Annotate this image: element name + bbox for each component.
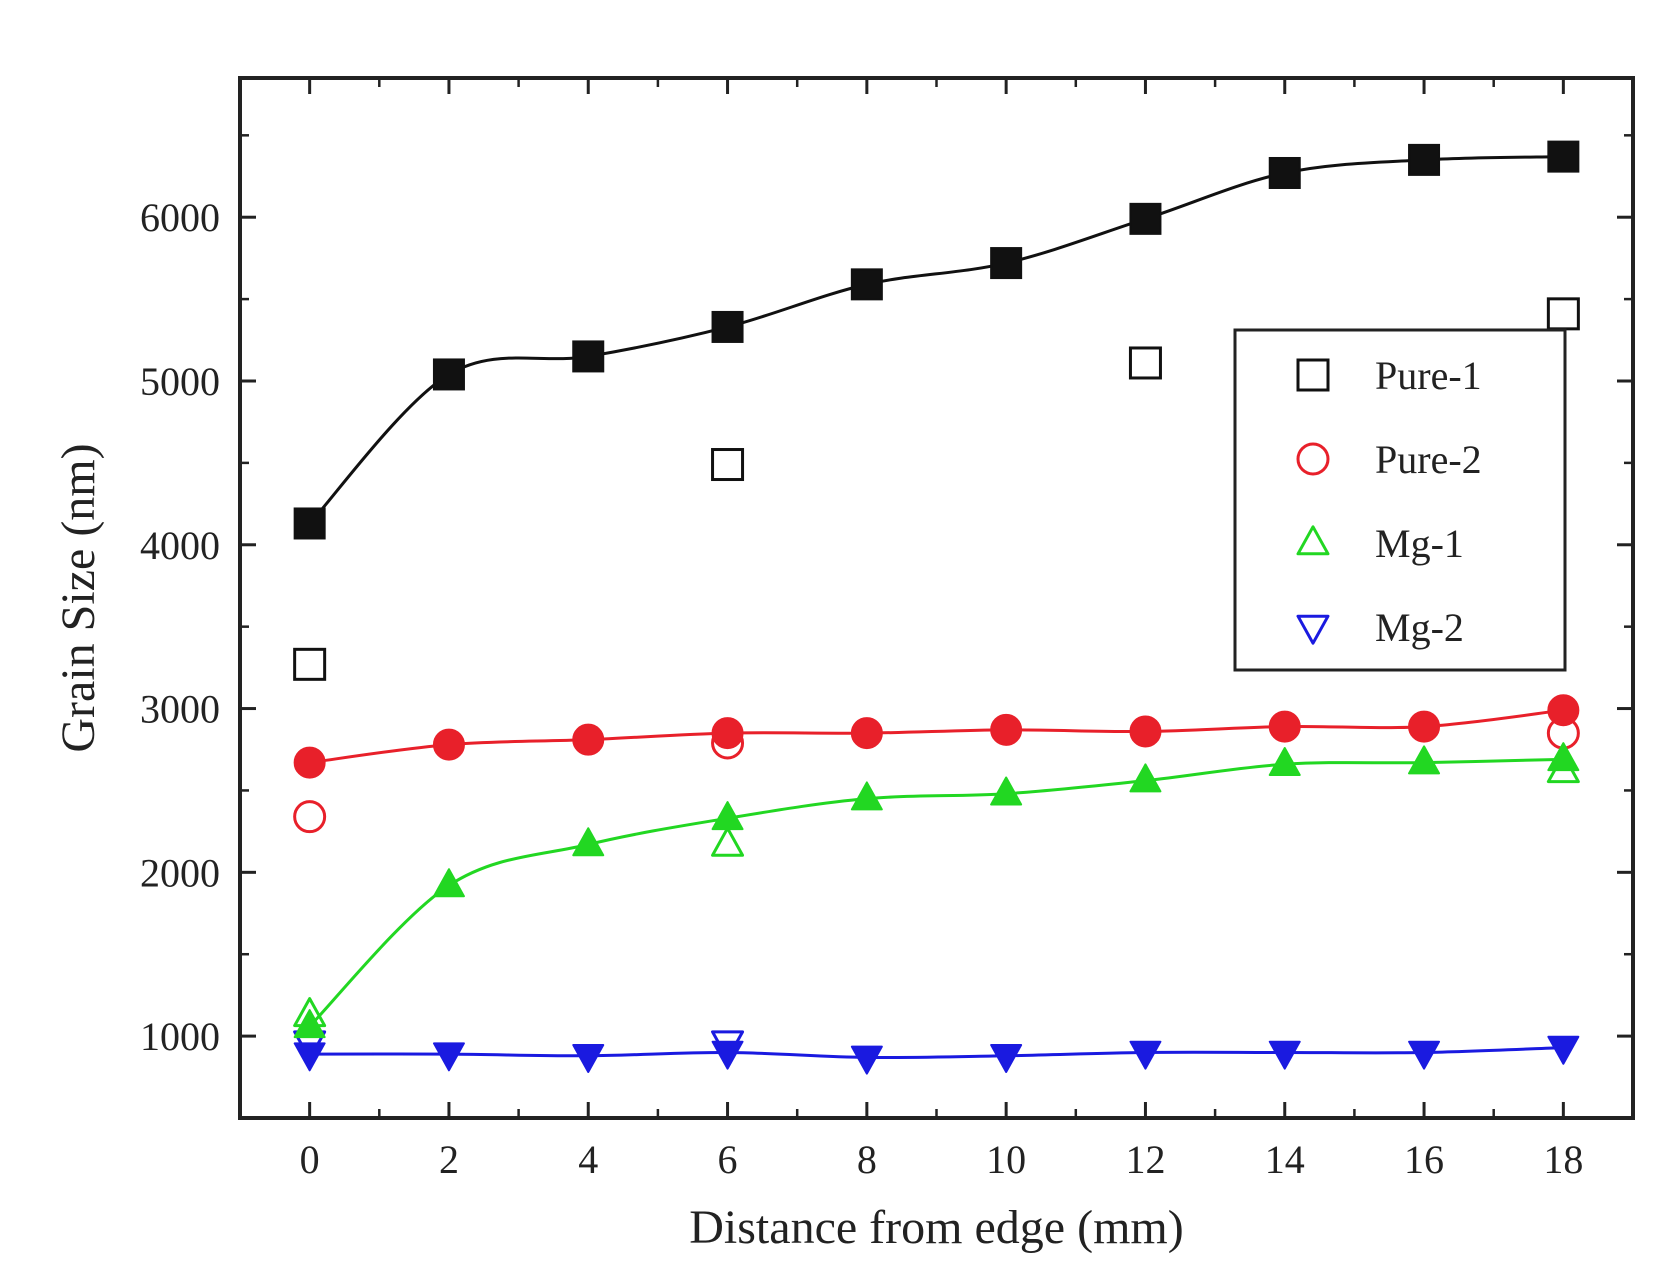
filled-circle-point	[572, 723, 605, 756]
filled-triangle-down-point	[1268, 1040, 1301, 1070]
filled-square-point	[293, 507, 326, 540]
open-square-point	[711, 448, 745, 482]
fit-line	[308, 155, 1564, 525]
fit-line	[308, 757, 1564, 1028]
filled-triangle-up-point	[850, 781, 883, 811]
fit-line	[309, 708, 1564, 765]
y-axis-ticks	[240, 134, 1633, 1120]
y-tick-label: 3000	[140, 687, 220, 732]
filled-circle-point	[1547, 694, 1580, 727]
open-triangle-up-point	[711, 826, 745, 857]
x-tick-label: 8	[857, 1137, 877, 1182]
legend-items: Pure-1 Pure-2 Mg-1 Mg-2	[1296, 353, 1482, 650]
x-tick-label: 12	[1125, 1137, 1165, 1182]
filled-triangle-down-point	[990, 1043, 1023, 1073]
filled-triangle-up-point	[293, 1009, 326, 1039]
legend-label: Pure-1	[1375, 353, 1482, 398]
filled-circle-point	[711, 717, 744, 750]
filled-square-point	[1408, 143, 1441, 176]
filled-circle-point	[1268, 710, 1301, 743]
x-axis-title: Distance from edge (mm)	[689, 1201, 1183, 1254]
filled-square-point	[850, 268, 883, 301]
legend-label: Mg-1	[1375, 521, 1464, 566]
filled-triangle-up-point	[432, 868, 465, 898]
filled-triangle-down-point	[432, 1042, 465, 1072]
filled-triangle-up-point	[711, 801, 744, 831]
data-markers	[293, 140, 1580, 1075]
filled-triangle-up-point	[990, 776, 1023, 806]
filled-circle-point	[990, 713, 1023, 746]
filled-square-point	[711, 310, 744, 343]
x-tick-label: 14	[1265, 1137, 1305, 1182]
y-tick-label: 4000	[140, 523, 220, 568]
filled-triangle-up-point	[1408, 745, 1441, 775]
filled-circle-point	[432, 728, 465, 761]
filled-triangle-up-point	[1547, 742, 1580, 772]
y-tick-label: 6000	[140, 195, 220, 240]
x-axis-tick-labels: 0 2 4 6 8 10 12 14 16 18	[300, 1137, 1584, 1182]
x-tick-label: 4	[578, 1137, 598, 1182]
fit-lines	[308, 155, 1564, 1060]
filled-triangle-down-point	[711, 1040, 744, 1070]
x-axis-ticks	[308, 78, 1565, 1118]
filled-triangle-up-point	[572, 827, 605, 857]
filled-circle-point	[1129, 715, 1162, 748]
filled-circle-point	[293, 746, 326, 779]
y-tick-label: 5000	[140, 359, 220, 404]
filled-triangle-down-point	[1547, 1035, 1580, 1065]
filled-square-point	[990, 247, 1023, 280]
filled-triangle-down-point	[1129, 1040, 1162, 1070]
fit-line	[309, 1046, 1564, 1060]
filled-triangle-down-point	[850, 1045, 883, 1075]
legend-label: Mg-2	[1375, 605, 1464, 650]
x-tick-label: 16	[1404, 1137, 1444, 1182]
legend: Pure-1 Pure-2 Mg-1 Mg-2	[1233, 328, 1567, 672]
legend-marker	[1296, 525, 1330, 556]
legend-marker	[1296, 614, 1330, 645]
x-tick-label: 18	[1543, 1137, 1583, 1182]
filled-square-point	[572, 340, 605, 373]
x-tick-label: 6	[718, 1137, 738, 1182]
filled-triangle-down-point	[1408, 1040, 1441, 1070]
filled-triangle-down-point	[293, 1042, 326, 1072]
y-axis-tick-labels: 1000 2000 3000 4000 5000 6000	[140, 195, 220, 1059]
filled-square-point	[1547, 140, 1580, 173]
legend-box	[1233, 328, 1567, 672]
open-square-point	[293, 647, 327, 681]
open-square-point	[1128, 346, 1162, 380]
x-tick-label: 10	[986, 1137, 1026, 1182]
filled-triangle-up-point	[1268, 747, 1301, 777]
filled-square-point	[1129, 202, 1162, 235]
y-axis-title: Grain Size (nm)	[52, 443, 105, 752]
x-tick-label: 2	[439, 1137, 459, 1182]
y-tick-label: 2000	[140, 850, 220, 895]
filled-triangle-up-point	[1129, 763, 1162, 793]
filled-square-point	[1268, 156, 1301, 189]
open-circle-point	[293, 800, 327, 834]
filled-square-point	[432, 358, 465, 391]
legend-marker	[1296, 442, 1330, 476]
x-tick-label: 0	[300, 1137, 320, 1182]
filled-triangle-down-point	[572, 1043, 605, 1073]
legend-label: Pure-2	[1375, 437, 1482, 482]
y-tick-label: 1000	[140, 1014, 220, 1059]
legend-marker	[1296, 358, 1330, 392]
filled-circle-point	[850, 717, 883, 750]
filled-circle-point	[1408, 710, 1441, 743]
